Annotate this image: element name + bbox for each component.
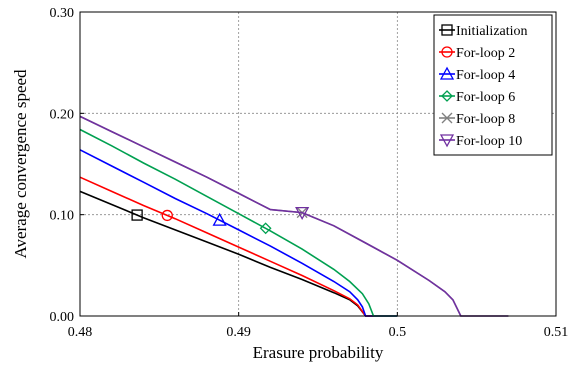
legend-box	[433, 14, 553, 156]
legend-marker	[439, 134, 455, 148]
legend-label: For-loop 10	[456, 134, 522, 149]
legend-entry: Initialization	[439, 24, 528, 39]
tick-layer: 0.48 0.49 0.5 0.51 0.00 0.10 0.20 0.30	[50, 6, 569, 340]
legend-entry: For-loop 4	[439, 66, 515, 83]
y-tick-label: 0.20	[50, 107, 75, 122]
x-tick-label: 0.48	[68, 325, 93, 340]
y-tick-label: 0.30	[50, 6, 75, 21]
series-marker	[212, 212, 227, 226]
series-for-loop-6	[79, 128, 398, 317]
legend: Initialization For-loop 2 For-loop 4 For-lo…	[433, 14, 553, 156]
y-tick-label: 0.10	[50, 209, 75, 224]
series-layer	[79, 115, 509, 317]
legend-label: For-loop 6	[456, 90, 515, 105]
legend-entry: For-loop 6	[439, 90, 515, 105]
legend-label: For-loop 2	[456, 46, 515, 61]
series-line	[79, 149, 398, 317]
y-tick-label: 0.00	[50, 310, 75, 325]
legend-marker	[441, 46, 453, 58]
legend-entry: For-loop 2	[439, 46, 515, 61]
series-line	[79, 128, 398, 317]
legend-marker	[441, 90, 453, 102]
legend-label: Initialization	[456, 24, 528, 39]
legend-entry: For-loop 10	[439, 134, 522, 149]
legend-label: For-loop 8	[456, 112, 515, 127]
x-axis-label: Erasure probability	[253, 343, 384, 362]
x-tick-label: 0.5	[389, 325, 407, 340]
legend-label: For-loop 4	[456, 68, 515, 83]
series-for-loop-2	[79, 176, 398, 317]
x-tick-label: 0.49	[226, 325, 251, 340]
plot-frame	[79, 11, 557, 317]
series-marker	[131, 209, 143, 221]
series-marker	[259, 222, 272, 235]
y-axis-label: Average convergence speed	[11, 69, 30, 259]
series-for-loop-10	[79, 115, 509, 317]
legend-marker	[441, 24, 453, 36]
series-line	[79, 115, 509, 317]
series-line	[79, 176, 398, 317]
legend-entry: For-loop 8	[439, 112, 515, 127]
legend-marker	[439, 66, 455, 80]
series-marker	[161, 209, 173, 222]
x-tick-label: 0.51	[544, 325, 569, 340]
legend-marker	[441, 112, 453, 124]
series-marker	[295, 206, 310, 220]
series-for-loop-4	[79, 149, 398, 317]
